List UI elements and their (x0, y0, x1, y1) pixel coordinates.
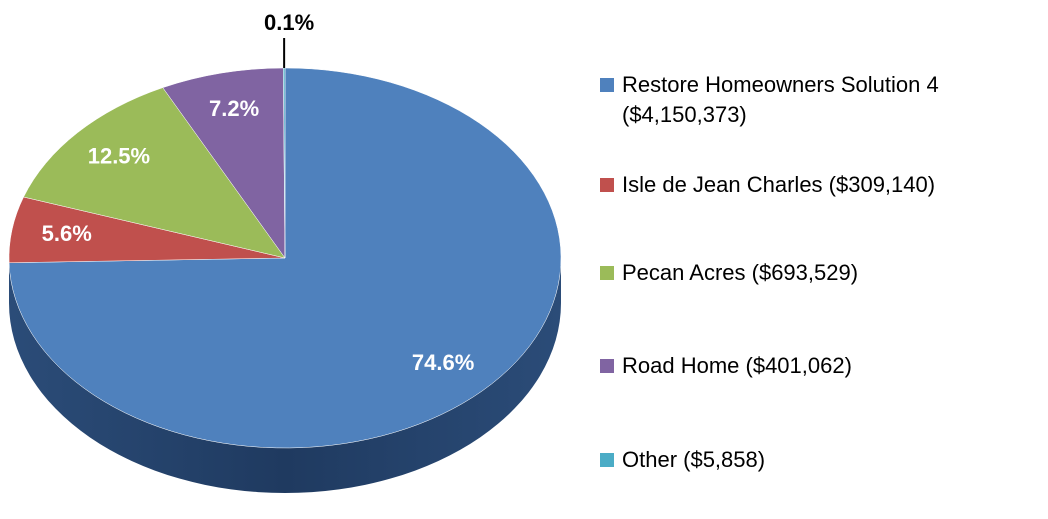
legend-item: Road Home ($401,062) (600, 351, 1040, 381)
legend-swatch (600, 266, 614, 280)
legend-item: Pecan Acres ($693,529) (600, 258, 1040, 288)
legend-swatch (600, 453, 614, 467)
legend-label: Pecan Acres ($693,529) (622, 260, 859, 285)
pie-slice (23, 87, 286, 259)
pie-side (9, 258, 561, 493)
legend-item: Restore Homeowners Solution 4 ($4,150,37… (600, 70, 1040, 130)
legend-label: Other ($5,858) (622, 447, 766, 472)
data-label: 7.2% (209, 96, 259, 121)
legend-swatch (600, 178, 614, 192)
data-label: 12.5% (88, 144, 150, 169)
legend-label: Isle de Jean Charles ($309,140) (622, 172, 936, 197)
legend-swatch (600, 78, 614, 92)
data-label: 0.1% (264, 10, 314, 35)
legend-item: Isle de Jean Charles ($309,140) (600, 170, 1040, 200)
pie-slice (162, 67, 286, 259)
data-label: 5.6% (42, 221, 92, 246)
legend-swatch (600, 359, 614, 373)
legend-label: Restore Homeowners Solution 4 ($4,150,37… (622, 72, 939, 127)
legend-item: Other ($5,858) (600, 445, 1040, 475)
data-label: 74.6% (412, 350, 474, 375)
legend-label: Road Home ($401,062) (622, 353, 852, 378)
